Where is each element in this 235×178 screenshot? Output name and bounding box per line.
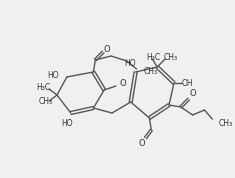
Text: H₃C: H₃C: [146, 53, 160, 62]
Text: O: O: [120, 80, 126, 88]
Text: HO: HO: [61, 119, 73, 127]
Text: CH₃: CH₃: [38, 98, 52, 106]
Text: HO: HO: [124, 59, 136, 69]
Text: H₃C: H₃C: [36, 82, 50, 91]
Text: OH: OH: [182, 78, 193, 88]
Text: CH₃: CH₃: [144, 67, 158, 75]
Text: O: O: [104, 44, 110, 54]
Text: O: O: [138, 140, 145, 148]
Text: CH₃: CH₃: [164, 53, 178, 62]
Text: O: O: [189, 90, 196, 98]
Text: HO: HO: [47, 70, 59, 80]
Text: CH₃: CH₃: [218, 119, 232, 127]
